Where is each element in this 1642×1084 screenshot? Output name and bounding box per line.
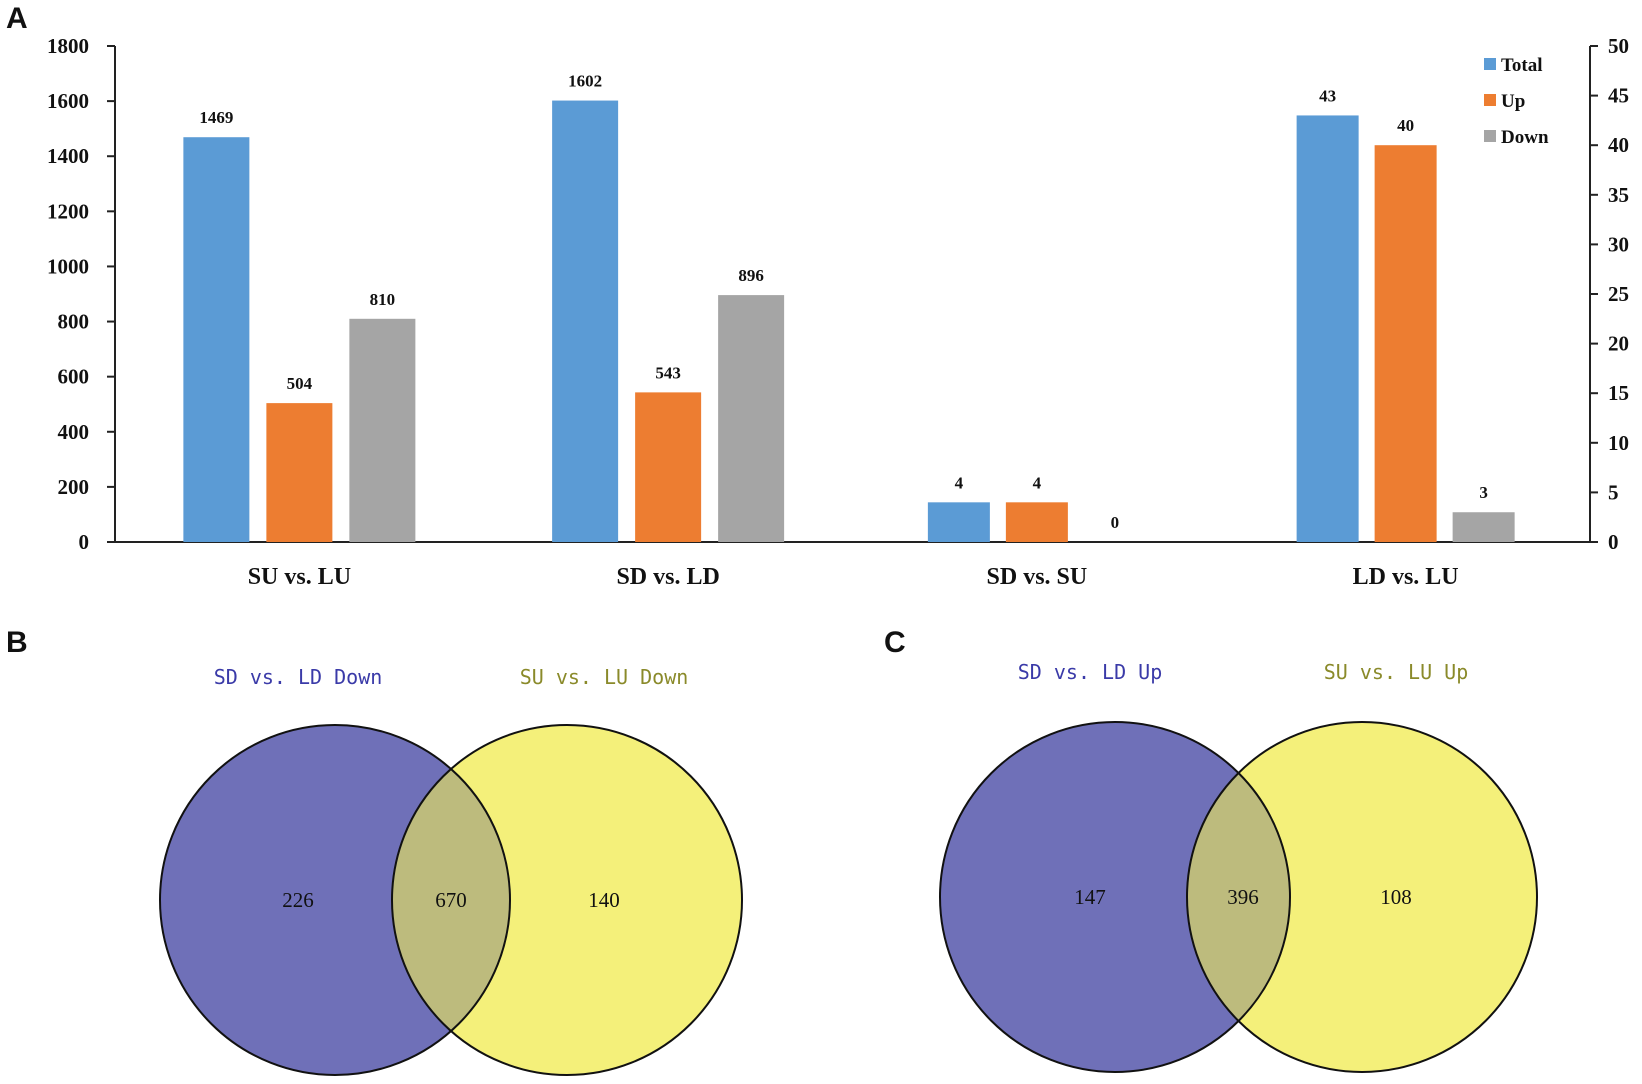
category-label: LD vs. LU	[1353, 564, 1459, 590]
venn-b-right-title: SU vs. LU Down	[520, 665, 689, 689]
category-labels: SU vs. LU SD vs. LD SD vs. SU LD vs. LU	[248, 564, 1459, 590]
venn-b-right-outline	[391, 724, 743, 1076]
right-tick-label: 5	[1608, 480, 1619, 504]
legend-swatch-total	[1484, 58, 1496, 70]
venn-c-right-only: 108	[1380, 885, 1412, 909]
bar-value-label: 4	[955, 473, 964, 492]
left-tick-label: 1200	[47, 199, 89, 223]
left-tick-label: 1800	[47, 34, 89, 58]
left-axis-ticks: 0 200 400 600 800 1000 1200 1400 1600 1800	[47, 34, 115, 554]
left-tick-label: 400	[58, 420, 90, 444]
legend-label-up: Up	[1501, 91, 1525, 112]
right-tick-label: 15	[1608, 381, 1629, 405]
panel-label-c: C	[884, 626, 906, 659]
bar-total	[183, 137, 250, 542]
bar-value-label: 810	[370, 290, 396, 309]
bar-up	[635, 392, 702, 542]
venn-c-intersection: 396	[1227, 885, 1259, 909]
left-tick-label: 800	[58, 310, 90, 334]
right-tick-label: 25	[1608, 282, 1629, 306]
bar-value-label: 543	[655, 363, 681, 382]
bar-total	[552, 100, 619, 542]
left-tick-label: 1000	[47, 254, 89, 278]
panel-label-b: B	[6, 626, 28, 659]
right-tick-label: 35	[1608, 183, 1629, 207]
bar-total	[1296, 115, 1359, 542]
venn-diagram-c: SD vs. LD Up SU vs. LU Up 147 396 108	[939, 660, 1538, 1073]
venn-b-intersection: 670	[435, 888, 467, 912]
bar-value-label: 40	[1397, 116, 1414, 135]
venn-b-overlap	[392, 725, 510, 1075]
bar-down	[718, 295, 785, 542]
left-tick-label: 200	[58, 475, 90, 499]
bar-value-label: 896	[738, 266, 764, 285]
bar-value-label: 3	[1479, 483, 1488, 502]
legend: Total Up Down	[1484, 55, 1549, 148]
bar-up	[1005, 502, 1068, 542]
right-tick-label: 45	[1608, 84, 1629, 108]
axes	[114, 46, 1591, 543]
bar-value-label: 4	[1033, 473, 1042, 492]
right-tick-label: 30	[1608, 232, 1629, 256]
bar-down	[1452, 512, 1515, 542]
bar-value-label: 43	[1319, 86, 1336, 105]
left-tick-label: 600	[58, 365, 90, 389]
category-label: SU vs. LU	[248, 564, 351, 590]
bar-value-label: 1602	[568, 72, 602, 91]
bar-value-label: 1469	[199, 108, 233, 127]
venn-b-left-only: 226	[282, 888, 314, 912]
left-tick-label: 1600	[47, 89, 89, 113]
legend-label-total: Total	[1501, 55, 1543, 76]
panel-label-a: A	[6, 2, 28, 35]
right-tick-label: 0	[1608, 530, 1619, 554]
venn-diagram-b: SD vs. LD Down SU vs. LU Down 226 670 14…	[159, 665, 743, 1076]
venn-c-left-circle	[940, 722, 1290, 1072]
venn-b-left-outline	[159, 724, 511, 1076]
right-tick-label: 50	[1608, 34, 1629, 58]
legend-swatch-down	[1484, 130, 1496, 142]
legend-label-down: Down	[1501, 127, 1549, 148]
left-tick-label: 1400	[47, 144, 89, 168]
venn-c-left-outline	[939, 721, 1291, 1073]
right-tick-label: 20	[1608, 332, 1629, 356]
bar-up	[1374, 145, 1437, 542]
right-tick-label: 10	[1608, 431, 1629, 455]
bar-up	[266, 403, 333, 542]
venn-b-left-title: SD vs. LD Down	[214, 665, 383, 689]
category-label: SD vs. LD	[616, 564, 719, 590]
bar-total	[927, 502, 990, 542]
venn-c-right-outline	[1186, 721, 1538, 1073]
bar-down	[349, 318, 416, 542]
venn-c-right-title: SU vs. LU Up	[1324, 660, 1469, 684]
venn-c-right-circle	[1187, 722, 1537, 1072]
bars	[183, 100, 1515, 542]
right-tick-label: 40	[1608, 133, 1629, 157]
right-axis-ticks: 0 5 10 15 20 25 30 35 40 45 50	[1590, 34, 1629, 554]
left-tick-label: 0	[79, 530, 90, 554]
legend-swatch-up	[1484, 94, 1496, 106]
category-label: SD vs. SU	[987, 564, 1088, 590]
venn-b-right-only: 140	[588, 888, 620, 912]
bar-value-label: 504	[287, 374, 313, 393]
venn-c-left-only: 147	[1074, 885, 1106, 909]
bar-value-label: 0	[1111, 513, 1120, 532]
venn-c-left-title: SD vs. LD Up	[1018, 660, 1163, 684]
